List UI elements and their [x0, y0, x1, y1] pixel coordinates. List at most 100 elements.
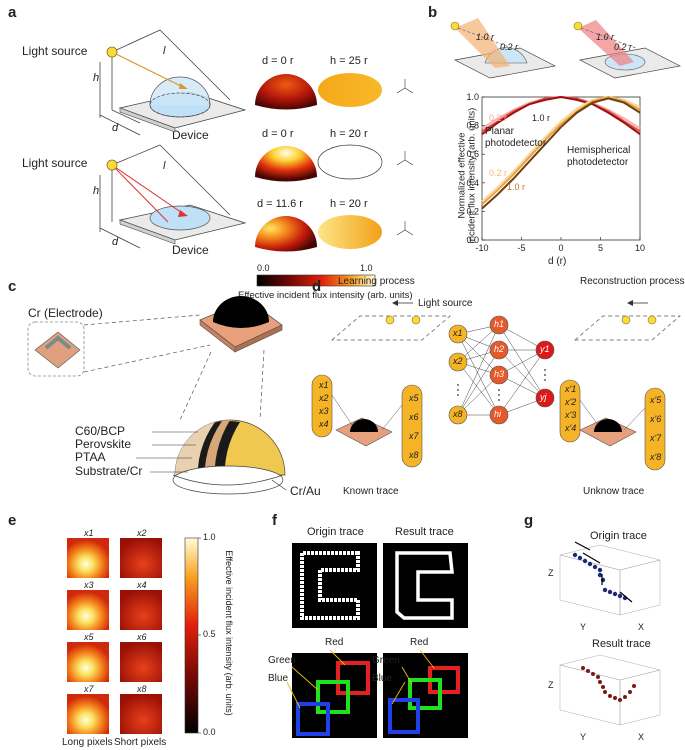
panel-c-letter: c: [8, 278, 17, 295]
panel-e-letter: e: [8, 512, 17, 529]
curve-label-planar-bottom: 1.0 r: [532, 113, 551, 123]
b-inset-label-3: 1.0 r: [596, 32, 615, 42]
d-label-2: d: [112, 236, 119, 248]
b-inset-label-2: 0.2 r: [500, 42, 519, 52]
b-inset-label-4: 0.2 r: [614, 42, 633, 52]
cbar-e-tick-05: 0.5: [203, 629, 216, 639]
chart-b-series-hemi-5: [481, 97, 641, 210]
d-left-x1: x1: [319, 380, 329, 390]
chart-b-xtick-label: -10: [475, 243, 488, 253]
tile-x4: [120, 590, 162, 630]
d-label-row3: d = 11.6 r: [257, 198, 303, 210]
light-source-label-1: Light source: [22, 44, 88, 58]
light-source-label-2: Light source: [22, 156, 88, 170]
perovskite-label: Perovskite: [75, 437, 132, 451]
g-origin-y-axis: Y: [580, 622, 587, 632]
f-red-label: Red: [325, 637, 344, 648]
colorbar-a-min: 0.0: [257, 263, 270, 273]
g-origin-z-axis: Z: [548, 568, 554, 578]
f-green-label-2: Green: [372, 655, 400, 666]
chart-b-ytick-label: 0.8: [466, 121, 479, 131]
d-in-node-1: x1: [453, 328, 463, 338]
chart-b-xtick-label: -5: [517, 243, 525, 253]
chart-b-ytick-label: 1.0: [466, 92, 479, 102]
colorbar-a: [256, 274, 376, 287]
colorbar-e: [184, 537, 199, 734]
d-label-1: d: [112, 122, 119, 134]
h-label-row2: h = 20 r: [330, 128, 368, 140]
d-hidden-node-i: hi: [494, 409, 502, 419]
tile-x3: [67, 590, 109, 630]
disc-d0-h25: [318, 73, 382, 107]
panel-f-letter: f: [272, 512, 277, 529]
chart-b-xlabel: d (r): [548, 256, 567, 267]
chart-b-ytick-label: 0.6: [466, 149, 479, 159]
device-label-1: Device: [172, 128, 209, 142]
cbar-e-tick-1: 1.0: [203, 532, 216, 542]
chart-b-xtick-label: 10: [635, 243, 645, 253]
reconstruction-process-label: Reconstruction process: [580, 276, 685, 287]
short-pixels-label: Short pixels: [114, 737, 167, 748]
long-pixels-label: Long pixels: [62, 737, 113, 748]
d-recon-x2: x'2: [565, 397, 577, 407]
h-label-1: h: [93, 72, 100, 84]
chart-b-ytick-label: 0.0: [466, 235, 479, 245]
d-left-x5: x5: [409, 393, 419, 403]
sphere-d11-h20: [255, 216, 317, 252]
tile-x5: [67, 642, 109, 682]
colorbar-a-max: 1.0: [360, 263, 373, 273]
g-result-title: Result trace: [592, 638, 651, 650]
cr-au-label: Cr/Au: [290, 484, 321, 498]
g-result-z-axis: Z: [548, 680, 554, 690]
tile-label-x3: x3: [84, 580, 94, 590]
f-origin-title: Origin trace: [307, 526, 364, 538]
tile-x7: [67, 694, 109, 734]
tile-x1: [67, 538, 109, 578]
d-recon-x5: x'5: [650, 395, 662, 405]
h-label-2: h: [93, 185, 100, 197]
f-blue-label-2: Blue: [372, 673, 393, 684]
colorbar-a-label: Effective incident flux intensity (arb. …: [238, 290, 413, 301]
d-recon-x8: x'8: [650, 452, 662, 462]
g-result-y-axis: Y: [580, 732, 587, 742]
g-result-x-axis: X: [638, 732, 645, 742]
d-label-row2: d = 0 r: [262, 128, 294, 140]
panel-d-letter: d: [312, 278, 322, 295]
hemi-label-2: photodetector: [567, 157, 629, 168]
substrate-cr-label: Substrate/Cr: [75, 464, 143, 478]
tile-label-x5: x5: [84, 632, 94, 642]
ptaa-label: PTAA: [75, 450, 106, 464]
d-hidden-node-3: h3: [494, 369, 505, 379]
tile-x2: [120, 538, 162, 578]
d-recon-x4: x'4: [565, 423, 577, 433]
planar-label-2: photodetector: [485, 138, 547, 149]
tile-x6: [120, 642, 162, 682]
disc-d0-h20: [317, 144, 383, 180]
d-out-node-j: yj: [540, 392, 547, 402]
d-light-source-label: Light source: [418, 298, 473, 309]
d-label-row1: d = 0 r: [262, 55, 294, 67]
d-out-node-1: y1: [540, 344, 550, 354]
curve-label-hemi-bottom: 1.0 r: [507, 182, 526, 192]
hemi-label-1: Hemispherical: [567, 145, 631, 156]
known-trace-label: Known trace: [343, 486, 399, 497]
d-left-x4: x4: [319, 419, 329, 429]
curve-label-hemi-top: 0.2 r: [489, 168, 508, 178]
cr-electrode-label: Cr (Electrode): [28, 306, 103, 320]
d-recon-x7: x'7: [650, 433, 662, 443]
g-origin-title: Origin trace: [590, 530, 647, 542]
tile-label-x7: x7: [84, 684, 94, 694]
d-left-x6: x6: [409, 412, 419, 422]
d-in-node-2: x2: [453, 356, 463, 366]
learning-process-label: Learning process: [338, 276, 415, 287]
chart-b-series-hemi-4: [481, 95, 641, 205]
sphere-d0-h25: [255, 74, 317, 110]
tile-x8: [120, 694, 162, 734]
tile-label-x4: x4: [137, 580, 147, 590]
l-label-2: l: [163, 160, 166, 172]
d-left-x3: x3: [319, 406, 329, 416]
